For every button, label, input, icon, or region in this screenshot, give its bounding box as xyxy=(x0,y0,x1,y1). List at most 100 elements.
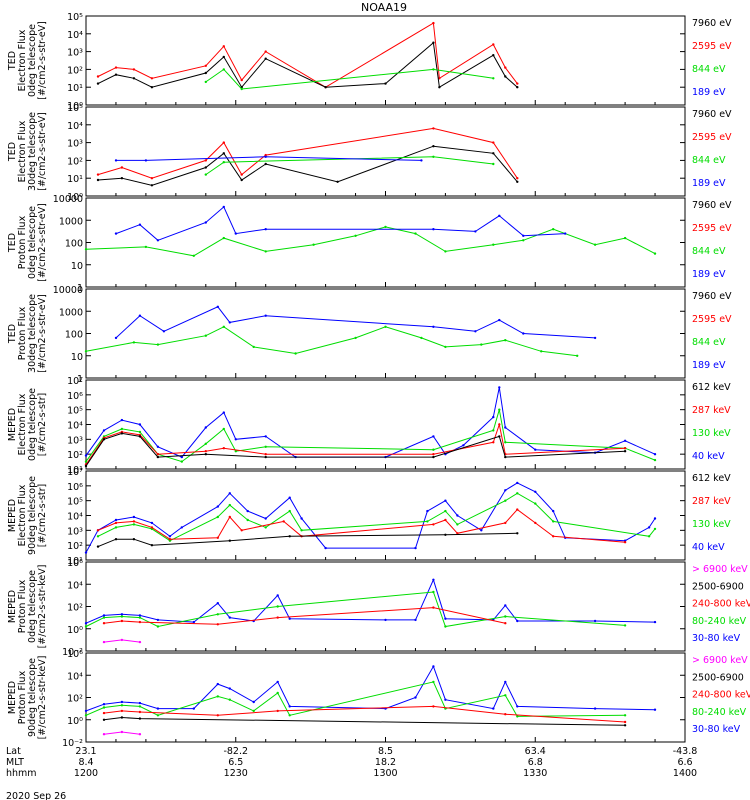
y-axis-label-line: 90deg telescope xyxy=(27,658,38,737)
series-line xyxy=(103,607,506,625)
panel-4: 1 10 100 1000 10000 TEDProton Flux30deg teles… xyxy=(7,285,732,385)
data-point xyxy=(522,239,525,242)
data-point xyxy=(102,706,106,709)
data-point xyxy=(516,481,519,485)
data-point xyxy=(498,214,501,217)
panel-8: 10⁻² 10⁰ 10² 10⁴ 10⁶ MEPEDProton Flux90deg te… xyxy=(7,649,750,749)
y-axis-label-line: TED xyxy=(7,142,18,162)
data-point xyxy=(480,529,483,532)
data-point xyxy=(120,427,124,431)
data-point xyxy=(222,55,225,59)
data-point xyxy=(623,720,627,724)
data-point xyxy=(228,539,231,542)
data-point xyxy=(534,490,537,493)
data-point xyxy=(138,710,142,714)
data-point xyxy=(84,350,88,353)
data-point xyxy=(264,228,267,231)
y-axis-label-line: MEPED xyxy=(7,408,18,441)
data-point xyxy=(282,520,285,523)
data-point xyxy=(264,153,267,157)
legend-entry: > 6900 keV xyxy=(692,564,748,575)
data-point xyxy=(456,514,459,517)
data-point xyxy=(204,453,207,456)
data-point xyxy=(444,625,447,628)
data-point xyxy=(653,252,657,255)
y-tick-label: 10¹ xyxy=(67,83,83,94)
data-point xyxy=(246,509,249,513)
y-tick-label: 10⁴ xyxy=(67,30,83,41)
data-point xyxy=(120,704,124,707)
footer-hhmm-value: 1230 xyxy=(224,768,248,779)
data-point xyxy=(204,166,207,169)
data-point xyxy=(432,41,435,44)
data-point xyxy=(102,622,106,625)
data-point xyxy=(114,521,118,525)
data-point xyxy=(162,330,166,333)
data-point xyxy=(444,617,447,620)
panel-5: 10¹ 10² 10³ 10⁴ 10⁵ 10⁶ 10⁷ MEPEDElectron Flux0… xyxy=(7,376,731,476)
y-tick-label: 10² xyxy=(67,603,83,614)
y-axis-label-line: Proton Flux xyxy=(17,579,28,633)
series-line xyxy=(116,156,422,161)
data-point xyxy=(150,526,154,529)
data-point xyxy=(552,535,555,538)
data-point xyxy=(132,341,136,344)
data-point xyxy=(432,325,435,328)
data-point xyxy=(474,330,477,333)
y-tick-label: 1000 xyxy=(59,216,83,227)
data-point xyxy=(102,640,106,644)
y-tick-label: 10⁶ xyxy=(67,482,83,493)
footer-mlt-value: 8.4 xyxy=(78,757,93,768)
data-point xyxy=(504,339,507,342)
data-point xyxy=(216,602,219,605)
y-tick-label: 10⁻² xyxy=(62,647,83,658)
panel-7: 10⁻² 10⁰ 10² 10⁴ 10⁶ MEPEDProton Flux0deg tel… xyxy=(7,558,750,658)
y-tick-label: 10⁴ xyxy=(67,671,83,682)
data-point xyxy=(240,178,243,182)
series-line xyxy=(85,578,656,624)
y-axis-label: TEDElectron Flux30deg telescope[#/cm2-s-… xyxy=(7,112,48,191)
data-point xyxy=(444,533,447,536)
data-point xyxy=(504,680,507,684)
legend-entry: 189 eV xyxy=(692,87,726,98)
data-point xyxy=(216,305,219,308)
data-point xyxy=(522,234,525,237)
data-point xyxy=(336,180,339,183)
y-axis-label-line: [#/cm2-s-str-eV] xyxy=(37,112,48,191)
data-point xyxy=(222,152,225,155)
y-axis-label: TEDProton Flux30deg telescope[#/cm2-s-st… xyxy=(7,294,48,373)
data-point xyxy=(156,707,160,710)
data-point xyxy=(504,615,507,618)
data-point xyxy=(623,624,627,627)
data-point xyxy=(180,460,183,463)
data-point xyxy=(252,700,255,704)
data-point xyxy=(492,43,495,46)
data-point xyxy=(534,448,537,451)
data-point xyxy=(138,705,142,708)
data-point xyxy=(228,503,231,507)
data-point xyxy=(264,50,267,53)
data-point xyxy=(228,616,231,619)
legend-entry: 612 keV xyxy=(692,473,731,484)
data-point xyxy=(264,162,267,166)
data-point xyxy=(492,152,495,155)
data-point xyxy=(504,426,507,429)
y-tick-label: 10⁰ xyxy=(67,192,83,203)
data-point xyxy=(138,430,142,434)
data-point xyxy=(138,616,142,619)
data-point xyxy=(426,509,429,513)
data-point xyxy=(432,435,435,438)
data-point xyxy=(156,445,160,448)
data-point xyxy=(444,698,447,701)
data-point xyxy=(444,499,447,502)
data-point xyxy=(138,620,142,624)
legend-entry: 189 eV xyxy=(692,269,726,280)
series-line xyxy=(97,492,656,542)
data-point xyxy=(492,415,495,419)
data-point xyxy=(138,435,142,438)
data-point xyxy=(120,709,124,713)
data-point xyxy=(204,221,207,224)
legend-entry: 287 keV xyxy=(692,496,731,507)
footer-lat-value: 8.5 xyxy=(378,746,393,757)
